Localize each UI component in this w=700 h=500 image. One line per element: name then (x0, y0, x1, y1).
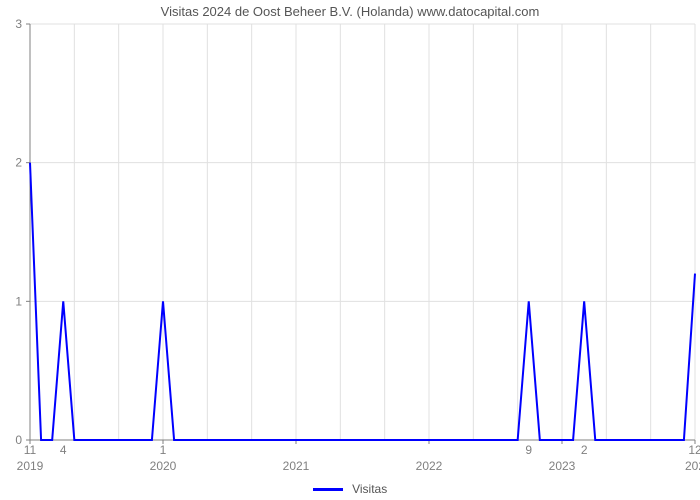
svg-text:3: 3 (15, 17, 22, 31)
svg-text:1: 1 (15, 294, 22, 308)
svg-text:2: 2 (15, 156, 22, 170)
svg-text:2019: 2019 (17, 459, 44, 473)
chart-title: Visitas 2024 de Oost Beheer B.V. (Holand… (0, 4, 700, 19)
svg-text:2022: 2022 (416, 459, 443, 473)
legend-label: Visitas (352, 482, 387, 496)
chart-container: Visitas 2024 de Oost Beheer B.V. (Holand… (0, 0, 700, 500)
svg-text:0: 0 (15, 433, 22, 447)
svg-text:1: 1 (160, 443, 167, 457)
line-chart: 01231141921220192020202120222023202 (0, 0, 700, 500)
svg-text:12: 12 (688, 443, 700, 457)
svg-text:2020: 2020 (150, 459, 177, 473)
svg-text:2: 2 (581, 443, 588, 457)
svg-text:2023: 2023 (549, 459, 576, 473)
svg-text:202: 202 (685, 459, 700, 473)
legend: Visitas (0, 482, 700, 496)
svg-text:4: 4 (60, 443, 67, 457)
legend-swatch (313, 488, 343, 491)
svg-text:2021: 2021 (283, 459, 310, 473)
svg-text:11: 11 (24, 443, 37, 457)
svg-text:9: 9 (525, 443, 532, 457)
